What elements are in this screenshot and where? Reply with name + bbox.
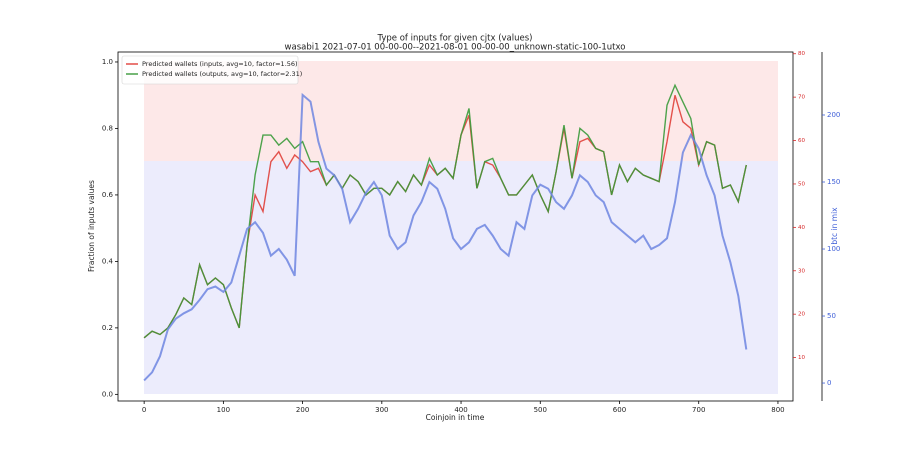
y-tick-label: 0.4 <box>102 257 114 265</box>
y-tick-label: 1.0 <box>102 58 113 66</box>
y-axis-label: Fraction of inputs values <box>87 180 96 272</box>
y3-tick-label: 20 <box>798 312 805 318</box>
x-tick-label: 100 <box>217 406 230 414</box>
y3-tick-label: 50 <box>798 181 805 187</box>
y3-tick-label: 80 <box>798 51 805 57</box>
x-tick-label: 600 <box>613 406 626 414</box>
x-tick-label: 400 <box>454 406 467 414</box>
y2-tick-label: 50 <box>827 312 836 320</box>
y3-tick-label: 70 <box>798 95 805 101</box>
x-tick-label: 800 <box>771 406 784 414</box>
series-line <box>143 92 748 382</box>
legend-label: Predicted wallets (inputs, avg=10, facto… <box>142 60 298 68</box>
y3-tick-label: 30 <box>798 268 805 274</box>
x-axis-label: Coinjoin in time <box>426 413 485 422</box>
y3-tick-label: 10 <box>798 355 805 361</box>
x-tick-label: 0 <box>142 406 146 414</box>
x-tick-label: 700 <box>692 406 705 414</box>
y-tick-label: 0.6 <box>102 191 114 199</box>
x-tick-label: 200 <box>296 406 309 414</box>
y3-tick-label: 60 <box>798 138 805 144</box>
y2-axis-label: btc in mix <box>830 207 839 245</box>
chart-subtitle: wasabi1 2021-07-01 00-00-00--2021-08-01 … <box>285 43 626 53</box>
y2-tick-label: 100 <box>827 245 840 253</box>
x-tick-label: 500 <box>534 406 547 414</box>
series-line <box>143 83 747 339</box>
y-tick-label: 0.2 <box>102 324 113 332</box>
y-tick-label: 0.8 <box>102 124 113 132</box>
legend-box <box>121 55 299 85</box>
y2-tick-label: 150 <box>827 178 840 186</box>
y2-tick-label: 0 <box>827 379 831 387</box>
legend-label: Predicted wallets (outputs, avg=10, fact… <box>142 70 302 78</box>
y2-tick-label: 200 <box>827 111 840 119</box>
x-tick-label: 300 <box>375 406 388 414</box>
chart-title: Type of inputs for given cjtx (values) <box>377 34 533 44</box>
y3-tick-label: 40 <box>798 225 805 231</box>
y-tick-label: 0.0 <box>102 390 113 398</box>
background-band <box>144 161 778 394</box>
